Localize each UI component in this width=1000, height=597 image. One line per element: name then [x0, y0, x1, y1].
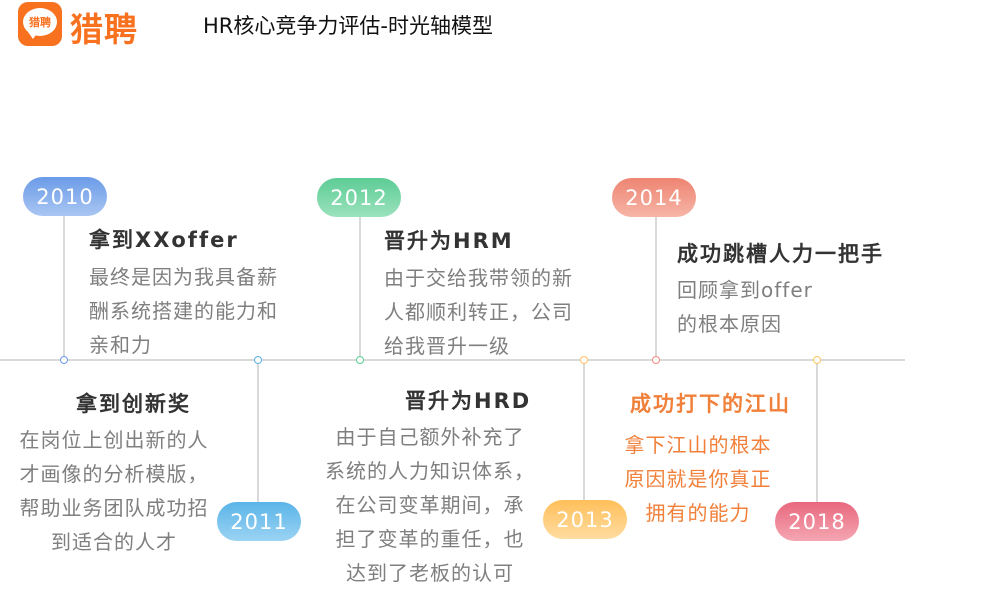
timeline-axis: [0, 359, 905, 361]
stem-2012: [359, 215, 361, 360]
event-title-2011: 拿到创新奖: [76, 392, 191, 416]
event-text-2013: 由于自己额外补充了 系统的人力知识体系， 在公司变革期间，承 担了变革的重任，也…: [312, 420, 548, 590]
text-line: 最终是因为我具备薪: [89, 265, 278, 289]
dot-2018: [813, 356, 821, 364]
stem-2018: [816, 360, 818, 503]
text-line: 拿下江山的根本: [624, 433, 772, 457]
text-line: 系统的人力知识体系，: [325, 459, 535, 483]
year-pill-2010: 2010: [23, 177, 107, 216]
dot-2014: [652, 356, 660, 364]
event-title-2012: 晋升为HRM: [384, 229, 514, 253]
event-title-2010: 拿到XXoffer: [89, 228, 239, 252]
page-title: HR核心竞争力评估-时光轴模型: [203, 14, 493, 38]
event-title-2014: 成功跳槽人力一把手: [677, 242, 884, 266]
text-line: 给我晋升一级: [384, 334, 510, 358]
dot-2011: [254, 356, 262, 364]
text-line: 在岗位上创出新的人: [19, 428, 209, 452]
stem-2013: [583, 360, 585, 500]
logo-bubble-tail: [28, 32, 38, 39]
year-pill-2013: 2013: [543, 500, 627, 539]
year-pill-2018: 2018: [775, 502, 859, 541]
text-line: 由于交给我带领的新: [384, 266, 573, 290]
event-text-2011: 在岗位上创出新的人 才画像的分析模版， 帮助业务团队成功招 到适合的人才: [4, 423, 224, 559]
text-line: 拥有的能力: [645, 501, 751, 525]
event-title-2013: 晋升为HRD: [405, 389, 532, 413]
text-line: 亲和力: [89, 333, 152, 357]
dot-2010: [60, 356, 68, 364]
stem-2010: [63, 214, 65, 360]
text-line: 达到了老板的认可: [346, 561, 514, 585]
text-line: 人都顺利转正，公司: [384, 300, 573, 324]
text-line: 担了变革的重任，也: [335, 527, 525, 551]
logo: 猎聘: [18, 2, 62, 46]
year-pill-2014: 2014: [612, 178, 696, 217]
event-text-2018: 拿下江山的根本 原因就是你真正 拥有的能力: [603, 428, 793, 530]
text-line: 由于自己额外补充了: [335, 425, 525, 449]
event-title-2018: 成功打下的江山: [630, 392, 791, 416]
text-line: 到适合的人才: [51, 530, 177, 554]
event-text-2014: 回顾拿到offer 的根本原因: [677, 273, 813, 341]
text-line: 才画像的分析模版，: [19, 462, 209, 486]
event-text-2010: 最终是因为我具备薪 酬系统搭建的能力和 亲和力: [89, 260, 278, 362]
text-line: 回顾拿到offer: [677, 278, 813, 302]
logo-text: 猎聘: [70, 10, 138, 49]
stem-2014: [655, 216, 657, 360]
logo-badge: 猎聘: [23, 8, 57, 36]
dot-2013: [580, 356, 588, 364]
text-line: 在公司变革期间，承: [335, 493, 525, 517]
text-line: 的根本原因: [677, 312, 782, 336]
stem-2011: [257, 360, 259, 503]
event-text-2012: 由于交给我带领的新 人都顺利转正，公司 给我晋升一级: [384, 261, 573, 363]
text-line: 酬系统搭建的能力和: [89, 299, 278, 323]
text-line: 帮助业务团队成功招: [19, 496, 209, 520]
year-pill-2012: 2012: [317, 178, 401, 217]
dot-2012: [356, 356, 364, 364]
year-pill-2011: 2011: [217, 502, 301, 541]
text-line: 原因就是你真正: [624, 467, 772, 491]
